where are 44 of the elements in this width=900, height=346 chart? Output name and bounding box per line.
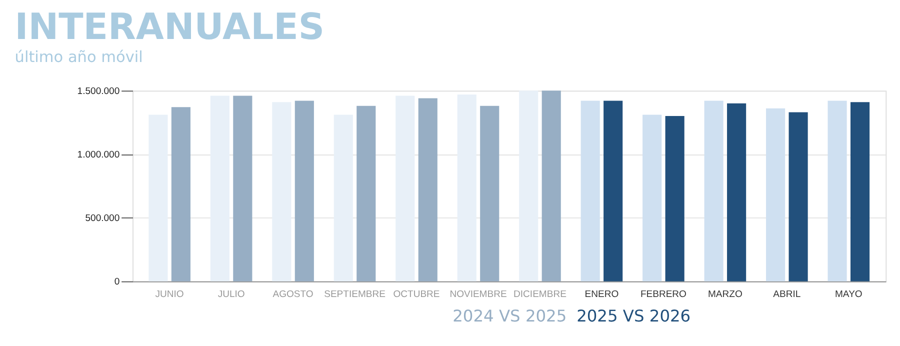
bar <box>519 90 538 282</box>
x-tick-label: JULIO <box>218 289 245 300</box>
bar <box>727 103 746 282</box>
bar <box>294 100 314 282</box>
x-tick-label: OCTUBRE <box>393 289 440 300</box>
x-tick-label: JUNIO <box>155 289 184 300</box>
bar <box>788 112 808 282</box>
chart-title: INTERANUALES <box>14 5 324 48</box>
bar <box>480 106 500 282</box>
x-tick-label: AGOSTO <box>272 289 314 300</box>
x-tick-label: MAYO <box>834 289 862 300</box>
bar <box>642 114 662 282</box>
bar <box>171 107 190 282</box>
bar <box>148 114 168 282</box>
y-tick-label: 1.000.000 <box>77 150 120 161</box>
x-tick-label: FEBRERO <box>640 289 686 300</box>
bar <box>580 100 600 282</box>
y-tick-label: 1.500.000 <box>77 86 120 97</box>
bar <box>850 102 870 282</box>
bar <box>828 100 847 282</box>
bar <box>396 96 415 282</box>
bar <box>210 96 230 282</box>
bar <box>604 100 623 282</box>
bar <box>418 98 438 282</box>
bar <box>457 94 476 282</box>
bar <box>766 108 786 282</box>
bar <box>334 114 353 282</box>
x-tick-label: ENERO <box>584 289 619 300</box>
x-tick-label: MARZO <box>708 289 742 300</box>
bar <box>272 102 292 282</box>
chart-subtitle: último año móvil <box>14 48 143 66</box>
bar <box>665 116 684 282</box>
y-tick-label: 0 <box>114 276 120 288</box>
x-tick-label: NOVIEMBRE <box>450 289 507 300</box>
bar <box>356 106 376 282</box>
x-tick-label: SEPTIEMBRE <box>324 289 386 300</box>
text: 2024 VS 2025 <box>452 306 567 326</box>
y-tick-label: 500.000 <box>85 213 120 224</box>
bar <box>233 96 252 282</box>
text: 2025 VS 2026 <box>576 306 691 326</box>
x-tick-label: ABRIL <box>773 289 801 300</box>
x-tick-label: DICIEMBRE <box>514 289 566 300</box>
bar <box>542 90 561 282</box>
bar <box>704 100 724 282</box>
